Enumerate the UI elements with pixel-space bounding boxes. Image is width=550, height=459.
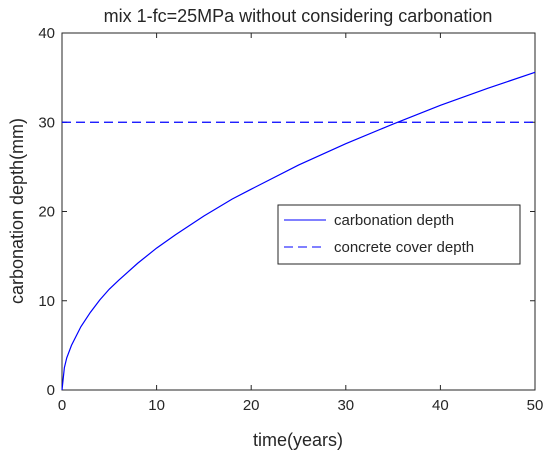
x-tick-label: 10 [148, 397, 165, 414]
series-carbonation-depth [61, 71, 536, 391]
legend-box [277, 204, 521, 265]
legend-label-concrete-cover-depth: concrete cover depth [334, 239, 474, 256]
x-tick-label: 50 [527, 397, 544, 414]
ticks: 0 10 20 30 40 50 0 10 20 30 40 [38, 25, 543, 414]
y-tick-label: 20 [38, 204, 55, 221]
y-tick-label: 0 [47, 382, 55, 399]
y-tick-label: 40 [38, 25, 55, 42]
legend: carbonation depth concrete cover depth [277, 204, 521, 265]
chart-title: mix 1-fc=25MPa without considering carbo… [104, 6, 493, 26]
y-tick-label: 10 [38, 293, 55, 310]
x-axis-label: time(years) [253, 430, 343, 450]
x-tick-label: 40 [432, 397, 449, 414]
x-tick-label: 0 [58, 397, 66, 414]
legend-label-carbonation-depth: carbonation depth [334, 212, 454, 229]
series-layer [61, 71, 536, 391]
y-axis-label: carbonation depth(mm) [7, 118, 27, 304]
x-tick-label: 20 [243, 397, 260, 414]
x-tick-label: 30 [337, 397, 354, 414]
y-tick-label: 30 [38, 114, 55, 131]
